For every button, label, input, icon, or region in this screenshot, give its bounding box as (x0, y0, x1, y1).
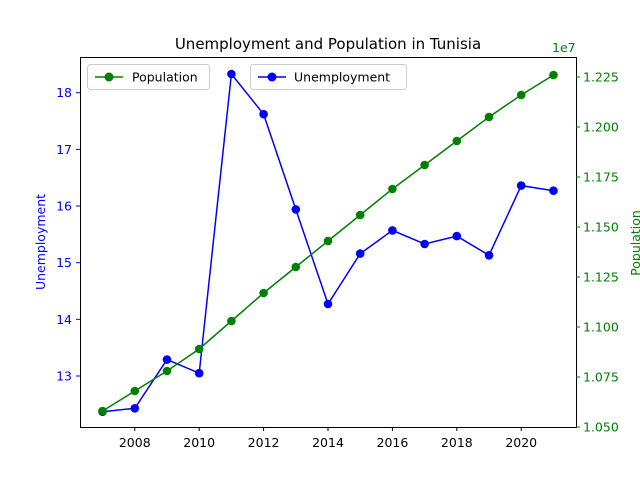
y-axis-offset-text: 1e7 (552, 40, 576, 55)
y-right-tick-label: 1.150 (583, 220, 619, 235)
data-point-unemployment (452, 231, 462, 241)
data-point-population (323, 236, 333, 246)
y-left-tick-label: 16 (56, 199, 72, 214)
x-tick-label: 2014 (312, 435, 344, 450)
y-left-tick-label: 13 (56, 369, 72, 384)
y-axis-label-unemployment: Unemployment (33, 194, 48, 290)
data-point-unemployment (194, 368, 204, 378)
y-right-tick-label: 1.125 (583, 270, 619, 285)
data-point-unemployment (355, 249, 365, 258)
legend-marker-unemployment (267, 72, 277, 82)
legend-label-unemployment: Unemployment (294, 70, 390, 85)
data-point-unemployment (130, 404, 140, 413)
chart-title: Unemployment and Population in Tunisia (175, 35, 481, 53)
data-point-unemployment (549, 186, 558, 195)
y-axis-population: 1.050 1.075 1.100 1.125 1.150 1.175 1.200 1.225 (576, 70, 619, 435)
x-tick-label: 2018 (441, 435, 473, 450)
data-point-population (162, 366, 172, 376)
x-tick-label: 2020 (505, 435, 537, 450)
y-axis-label-population: Population (628, 210, 640, 276)
data-point-unemployment (162, 355, 172, 364)
x-tick-label: 2016 (377, 435, 409, 450)
data-point-population (291, 262, 301, 272)
data-point-population (388, 184, 397, 194)
series-layer (98, 69, 558, 417)
y-left-tick-label: 15 (56, 255, 72, 270)
legend-population: Population (87, 64, 210, 90)
data-point-unemployment (484, 251, 494, 260)
y-right-tick-label: 1.175 (583, 170, 619, 185)
data-point-unemployment (259, 109, 268, 119)
data-point-unemployment (420, 239, 429, 249)
legend-unemployment: Unemployment (250, 64, 407, 90)
data-point-population (259, 288, 268, 298)
data-point-population (452, 136, 462, 146)
data-point-population (516, 90, 526, 100)
y-axis-unemployment: 13 14 15 16 17 18 (56, 85, 80, 384)
x-tick-label: 2008 (119, 435, 151, 450)
data-point-unemployment (388, 226, 397, 235)
y-left-tick-label: 17 (56, 142, 72, 157)
data-point-population (549, 70, 558, 80)
y-right-tick-label: 1.075 (583, 370, 619, 385)
data-point-population (420, 160, 429, 170)
data-point-unemployment (323, 299, 333, 309)
y-right-tick-label: 1.200 (583, 120, 619, 135)
y-left-tick-label: 18 (56, 85, 72, 100)
y-left-tick-label: 14 (56, 312, 72, 327)
y-right-tick-label: 1.050 (583, 420, 619, 435)
data-point-unemployment (227, 69, 236, 79)
x-tick-label: 2012 (248, 435, 280, 450)
data-point-population (227, 316, 236, 326)
y-right-tick-label: 1.100 (583, 320, 619, 335)
x-axis: 2008 2010 2012 2014 2016 2018 2020 (119, 427, 537, 450)
x-tick-label: 2010 (183, 435, 215, 450)
data-point-unemployment (291, 205, 301, 214)
legend-label-population: Population (132, 70, 198, 85)
data-point-population (194, 344, 204, 354)
legend-box (250, 64, 407, 90)
legend-marker-population (104, 72, 114, 82)
legend-box (87, 64, 210, 90)
data-point-population (98, 406, 107, 416)
y-right-tick-label: 1.225 (583, 70, 619, 85)
data-point-population (130, 386, 140, 396)
data-point-unemployment (516, 181, 526, 190)
data-point-population (484, 112, 494, 122)
data-point-population (355, 210, 365, 220)
